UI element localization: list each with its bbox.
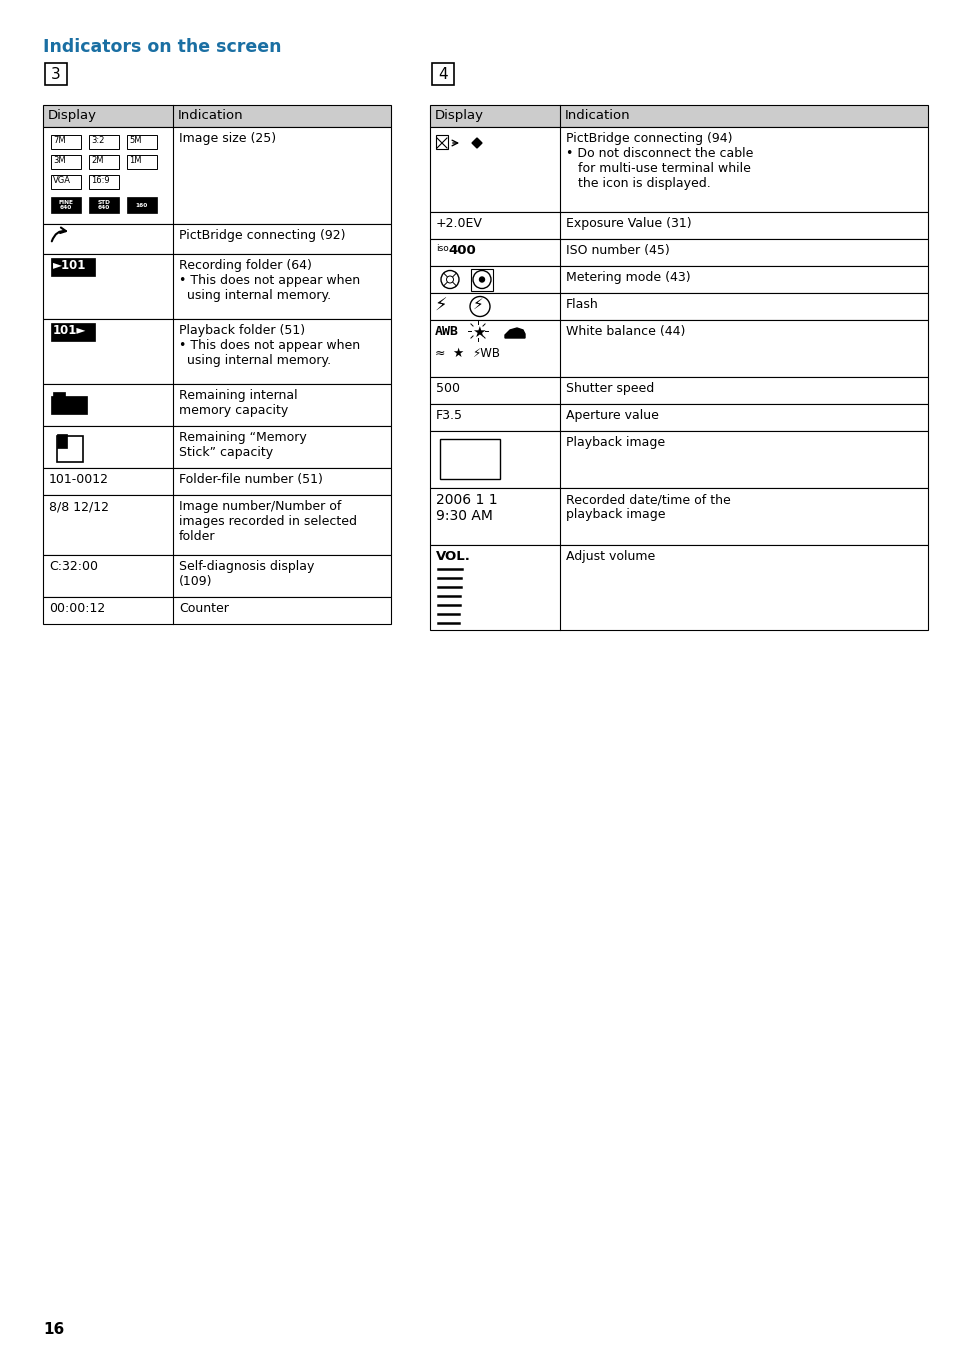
Bar [43,426,391,468]
Bar [127,155,157,170]
Polygon shape [472,138,481,148]
Text: Image size (25): Image size (25) [179,132,275,145]
Text: 2M: 2M [91,156,103,166]
Text: F3.5: F3.5 [436,408,462,422]
Text: ★: ★ [472,324,485,341]
Bar [430,212,927,239]
Text: Exposure Value (31): Exposure Value (31) [565,217,691,229]
Text: ►101: ►101 [53,259,87,271]
Bar [51,134,81,149]
Bar [430,320,927,377]
Text: C:32:00: C:32:00 [49,560,98,573]
Text: VGA: VGA [53,176,71,185]
Bar [430,266,927,293]
Bar [430,404,927,432]
Bar [430,546,927,630]
Text: 101-0012: 101-0012 [49,474,109,486]
Text: 160: 160 [135,202,148,208]
Text: Folder-file number (51): Folder-file number (51) [179,474,322,486]
Text: 00:00:12: 00:00:12 [49,603,105,615]
Text: 3: 3 [51,66,61,81]
Text: ⚡WB: ⚡WB [472,347,499,360]
Bar [432,62,454,85]
Bar [471,269,493,290]
Bar [51,197,81,213]
Text: Recording folder (64)
• This does not appear when
  using internal memory.: Recording folder (64) • This does not ap… [179,259,359,303]
Text: Indication: Indication [178,109,243,122]
Bar [53,392,65,400]
Bar [439,440,499,479]
Bar [430,432,927,489]
Text: Adjust volume: Adjust volume [565,550,655,563]
Bar [430,489,927,546]
Bar [43,555,391,597]
Text: 8/8 12/12: 8/8 12/12 [49,499,109,513]
Text: 16:9: 16:9 [91,176,110,185]
Text: Shutter speed: Shutter speed [565,383,654,395]
Text: Recorded date/time of the
playback image: Recorded date/time of the playback image [565,493,730,521]
Bar [89,155,119,170]
Text: Flash: Flash [565,299,598,311]
Bar [51,155,81,170]
Text: 7M: 7M [53,136,66,145]
Bar [89,134,119,149]
Bar [436,134,448,149]
Bar [45,62,67,85]
Text: Metering mode (43): Metering mode (43) [565,271,690,284]
Bar [89,197,119,213]
Bar [127,197,157,213]
Text: PictBridge connecting (92): PictBridge connecting (92) [179,229,345,242]
Text: +2.0EV: +2.0EV [436,217,482,229]
Text: iso: iso [436,244,448,252]
Text: Remaining internal
memory capacity: Remaining internal memory capacity [179,389,297,417]
Bar [43,597,391,624]
Text: FINE
640: FINE 640 [58,199,73,210]
Text: 5M: 5M [129,136,141,145]
Text: ISO number (45): ISO number (45) [565,244,669,256]
Text: PictBridge connecting (94)
• Do not disconnect the cable
   for multi-use termin: PictBridge connecting (94) • Do not disc… [565,132,753,190]
Text: 2006 1 1
9:30 AM: 2006 1 1 9:30 AM [436,493,497,524]
Text: ⚡: ⚡ [435,297,447,315]
Text: Display: Display [48,109,97,122]
Text: 3:2: 3:2 [91,136,104,145]
Text: 500: 500 [436,383,459,395]
Bar [51,323,95,341]
Text: ≈: ≈ [435,347,445,360]
Text: Indication: Indication [564,109,630,122]
Bar [51,396,87,414]
Text: Display: Display [435,109,483,122]
Text: AWB: AWB [435,324,458,338]
Text: 400: 400 [448,244,476,256]
Bar [51,175,81,189]
Text: 1M: 1M [129,156,141,166]
Bar [430,293,927,320]
Text: 101►: 101► [53,324,87,337]
Bar [43,468,391,495]
Bar [127,134,157,149]
Text: Aperture value: Aperture value [565,408,659,422]
Bar [430,128,927,212]
Text: 4: 4 [437,66,447,81]
Bar [57,436,83,461]
Bar [43,319,391,384]
Bar [51,258,95,275]
Text: Playback image: Playback image [565,436,664,449]
Text: ★: ★ [452,347,463,360]
Text: Playback folder (51)
• This does not appear when
  using internal memory.: Playback folder (51) • This does not app… [179,324,359,366]
Polygon shape [504,328,524,338]
Text: Self-diagnosis display
(109): Self-diagnosis display (109) [179,560,314,588]
Text: Indicators on the screen: Indicators on the screen [43,38,281,56]
Bar [43,104,391,128]
Bar [43,224,391,254]
Text: White balance (44): White balance (44) [565,324,684,338]
Bar [57,434,67,448]
Circle shape [63,399,75,411]
Bar [89,175,119,189]
Text: STD
640: STD 640 [97,199,111,210]
Bar [43,384,391,426]
Bar [430,239,927,266]
Bar [43,128,391,224]
Text: Counter: Counter [179,603,229,615]
Bar [430,377,927,404]
Text: Remaining “Memory
Stick” capacity: Remaining “Memory Stick” capacity [179,432,307,459]
